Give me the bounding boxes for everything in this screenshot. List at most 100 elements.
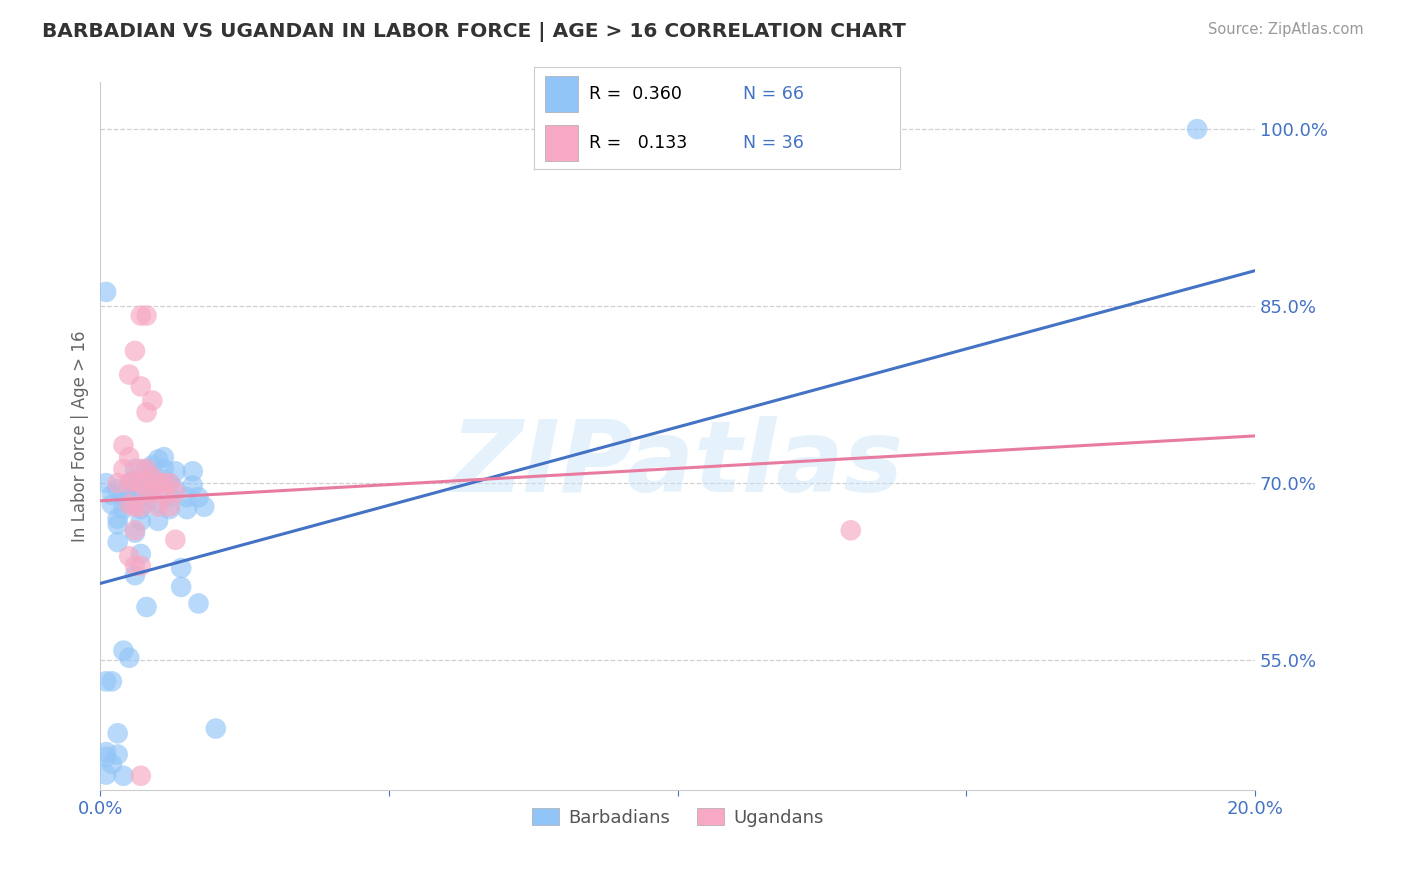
Point [146,476,169,491]
Point [94,285,117,299]
Point [101,488,124,502]
Point [129,500,152,514]
Point [129,769,152,783]
Point [204,722,226,736]
Point [94,476,117,491]
Point [135,600,157,615]
Point [129,379,152,393]
Point [118,497,141,511]
Point [124,462,146,476]
Point [124,474,146,488]
Text: BARBADIAN VS UGANDAN IN LABOR FORCE | AGE > 16 CORRELATION CHART: BARBADIAN VS UGANDAN IN LABOR FORCE | AG… [42,22,905,42]
Point [118,476,141,491]
Point [153,476,176,491]
Point [1185,122,1208,136]
Point [107,511,129,525]
Point [146,514,169,528]
Point [135,462,157,476]
Point [170,580,193,594]
Point [146,500,169,514]
Point [107,482,129,496]
Point [129,462,152,476]
Point [153,450,176,464]
Point [135,496,157,510]
Point [129,547,152,561]
Point [129,558,152,573]
Point [170,561,193,575]
Point [159,476,181,491]
Point [101,674,124,689]
Point [159,476,181,491]
Point [135,309,157,323]
Point [124,568,146,582]
Point [107,535,129,549]
Point [129,476,152,491]
Text: ZIPatlas: ZIPatlas [451,416,904,513]
Point [141,476,163,491]
Point [165,485,187,500]
Point [159,502,181,516]
Point [112,462,135,476]
Point [118,650,141,665]
Point [181,478,204,492]
Point [101,497,124,511]
Point [124,558,146,573]
Point [118,496,141,510]
Point [118,549,141,564]
Point [124,484,146,499]
FancyBboxPatch shape [546,76,578,112]
Point [124,524,146,538]
Point [124,343,146,358]
Point [94,750,117,764]
Point [112,502,135,516]
Point [129,309,152,323]
Point [107,726,129,740]
Point [135,476,157,491]
Point [165,482,187,496]
Point [165,533,187,547]
Point [129,476,152,491]
Point [193,500,215,514]
Point [141,393,163,408]
FancyBboxPatch shape [546,126,578,161]
Point [129,514,152,528]
Point [176,502,198,516]
Point [118,368,141,382]
Point [839,524,862,538]
Point [124,500,146,514]
Point [153,473,176,487]
Text: N = 66: N = 66 [742,85,804,103]
Point [141,470,163,484]
Point [129,490,152,504]
Point [146,476,169,491]
Point [129,502,152,516]
Point [118,476,141,491]
Point [146,496,169,510]
Point [153,488,176,502]
Point [176,490,198,504]
Text: Source: ZipAtlas.com: Source: ZipAtlas.com [1208,22,1364,37]
Point [141,458,163,473]
Point [112,769,135,783]
Point [187,490,209,504]
Point [146,452,169,467]
Point [141,470,163,484]
Point [112,438,135,452]
Legend: Barbadians, Ugandans: Barbadians, Ugandans [524,801,831,834]
Point [135,462,157,476]
Point [94,745,117,759]
Point [153,462,176,476]
Point [141,485,163,500]
Point [124,525,146,540]
Point [141,482,163,496]
Text: R =  0.360: R = 0.360 [589,85,682,103]
Point [118,450,141,464]
Text: R =   0.133: R = 0.133 [589,135,688,153]
Point [101,756,124,771]
Point [107,517,129,532]
Point [107,747,129,762]
Point [135,485,157,500]
Y-axis label: In Labor Force | Age > 16: In Labor Force | Age > 16 [72,330,89,541]
Point [159,490,181,504]
Point [187,597,209,611]
